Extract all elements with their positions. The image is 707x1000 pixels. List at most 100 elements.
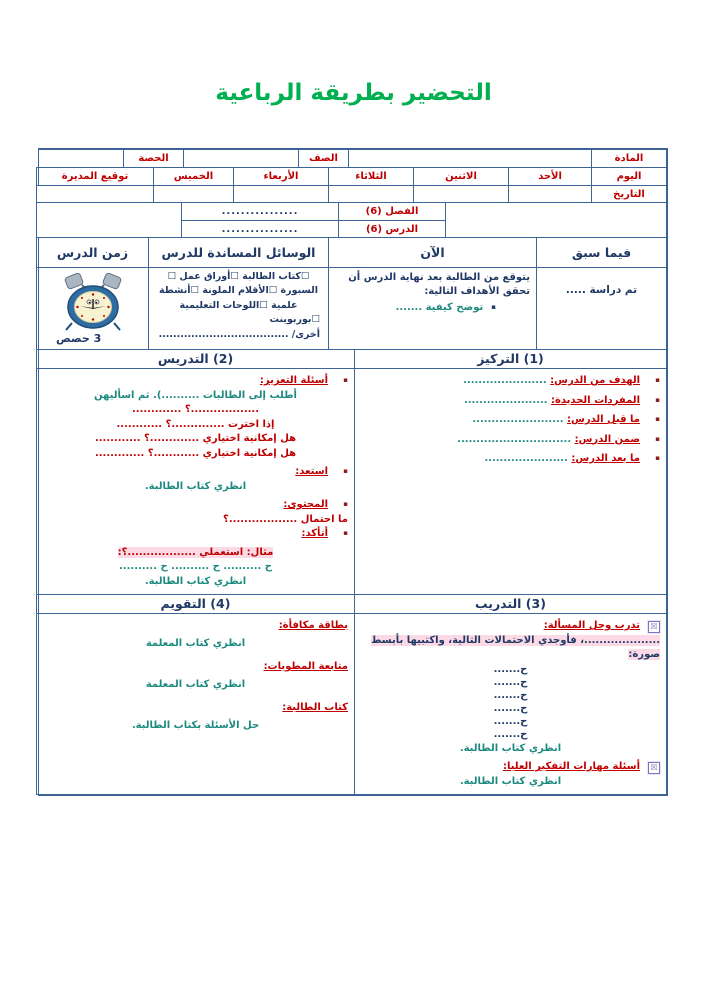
confirm-example: مثال: استعملي ..................؟: bbox=[117, 546, 274, 558]
chapter-value[interactable]: ................ bbox=[181, 202, 339, 221]
focus-item-label: المفردات الجديدة: bbox=[551, 394, 640, 406]
square-bullet-icon: ▪ bbox=[343, 467, 348, 475]
content-label-line: ▪ المحتوى: bbox=[43, 498, 348, 513]
square-bullet-icon: ▪ bbox=[655, 376, 660, 384]
solve-label: تدرب وحل المسألة: bbox=[543, 620, 640, 631]
chapter-lesson-table: الفصل (6) ................ الدرس (6) ...… bbox=[36, 202, 667, 238]
reinforce-question: إذا اخترت ..............؟ ............ bbox=[116, 418, 275, 430]
probability-option: ح....... bbox=[493, 689, 528, 701]
section-training-header: (3) التدريب bbox=[354, 594, 667, 614]
square-bullet-icon: ▪ bbox=[655, 434, 660, 443]
focus-item-label: ما بعد الدرس: bbox=[571, 453, 640, 464]
aids-checkbox-line[interactable]: علمية ☐اللوحات التعليمية bbox=[179, 299, 298, 311]
confirm-options: ح .......... ح .......... ح .......... bbox=[119, 561, 272, 572]
alarm-clock-icon bbox=[54, 272, 132, 334]
evaluation-block-label: كتاب الطالبة: bbox=[43, 701, 348, 716]
reinforce-question: هل إمكانية اختياري ............؟ .......… bbox=[94, 447, 297, 459]
content-text: ما احتمال ..................؟ bbox=[223, 513, 348, 525]
solve-label-line: ☒ تدرب وحل المسألة: bbox=[361, 619, 660, 634]
page-title: التحضير بطريقة الرباعية bbox=[215, 80, 492, 106]
solve-intro: ....................، فأوجدي الاحتمالات … bbox=[371, 634, 660, 660]
day-tuesday: الثلاثاء bbox=[328, 167, 414, 186]
date-input-monday[interactable] bbox=[413, 185, 509, 203]
aids-other-line[interactable]: أخرى/ ..................................… bbox=[158, 328, 320, 340]
chapter-side-blank-left bbox=[36, 202, 182, 238]
subject-input[interactable] bbox=[348, 149, 592, 168]
higher-thinking-label: أسئلة مهارات التفكير العليا: bbox=[502, 761, 640, 773]
time-content: 3 حصص bbox=[36, 267, 149, 350]
previous-content: تم دراسة ..... bbox=[536, 267, 667, 350]
focus-item-dots[interactable]: ...................... bbox=[484, 453, 568, 464]
training-evaluation-table: (3) التدريب (4) التقويم ☒ تدرب وحل المسأل… bbox=[36, 594, 667, 796]
reinforce-intro: أطلب إلى الطالبات ..........). ثم اسأليه… bbox=[94, 389, 297, 401]
evaluation-block-text: انظري كتاب المعلمة bbox=[145, 678, 246, 690]
class-label: الصف bbox=[298, 149, 349, 168]
focus-item-dots[interactable]: ...................... bbox=[463, 375, 547, 386]
day-label: اليوم bbox=[591, 167, 667, 186]
aids-content: ☐كتاب الطالبة ☐أوراق عمل ☐ السبورة ☐الأق… bbox=[148, 267, 329, 350]
reinforce-question: ..................؟ ............. bbox=[131, 404, 260, 415]
date-input-thursday[interactable] bbox=[153, 185, 234, 203]
now-intro: يتوقع من الطالبة بعد نهاية الدرس أن تحقق… bbox=[348, 272, 530, 297]
period-input[interactable] bbox=[38, 149, 124, 168]
focus-item: ▪ الهدف من الدرس: ...................... bbox=[361, 374, 660, 389]
focus-item-dots[interactable]: ........................ bbox=[472, 414, 564, 425]
section-focus-header: (1) التركيز bbox=[354, 349, 667, 369]
day-monday: الاثنين bbox=[413, 167, 509, 186]
focus-item-label: ضمن الدرس: bbox=[574, 433, 640, 445]
reinforce-label: أسئلة التعزيز: bbox=[259, 375, 328, 386]
teaching-content: ▪ أسئلة التعزيز: أطلب إلى الطالبات ......… bbox=[36, 368, 355, 595]
lesson-value[interactable]: ................ bbox=[181, 220, 339, 238]
signature-label: توقيع المديرة bbox=[36, 167, 154, 186]
focus-item: ▪ ما بعد الدرس: ...................... bbox=[361, 452, 660, 467]
period-label: الحصة bbox=[123, 149, 184, 168]
square-bullet-icon: ▪ bbox=[343, 376, 348, 384]
checked-box-icon[interactable]: ☒ bbox=[648, 762, 660, 775]
date-input-tuesday[interactable] bbox=[328, 185, 414, 203]
square-bullet-icon: ▪ bbox=[655, 454, 660, 462]
probability-option: ح....... bbox=[493, 676, 528, 688]
aids-checkbox-line[interactable]: ☐بوربوينت bbox=[269, 314, 320, 326]
info-table-row1: المادة الصف الحصة bbox=[38, 149, 667, 168]
solve-intro-line: ....................، فأوجدي الاحتمالات … bbox=[361, 634, 660, 663]
probability-option: ح....... bbox=[493, 729, 528, 741]
reward-card-label: بطاقة مكافأة: bbox=[278, 620, 348, 631]
focus-teaching-table: (1) التركيز (2) التدريس ▪ الهدف من الدرس:… bbox=[36, 349, 667, 595]
focus-item-label: ما قبل الدرس: bbox=[567, 414, 640, 425]
objective-text: توضح كيفية ....... bbox=[395, 302, 484, 313]
section-teaching-header: (2) التدريس bbox=[36, 349, 355, 369]
evaluation-block-text: حل الأسئلة بكتاب الطالبة. bbox=[131, 719, 260, 731]
confirm-label-line: ▪ أتأكد: bbox=[43, 527, 348, 542]
section-time-header: زمن الدرس bbox=[36, 237, 149, 268]
training-content: ☒ تدرب وحل المسألة: ....................،… bbox=[354, 612, 667, 796]
chapter-label: الفصل (6) bbox=[338, 202, 446, 221]
ready-label: استعد: bbox=[295, 466, 328, 477]
focus-item-dots[interactable]: .............................. bbox=[457, 433, 572, 445]
focus-item-label: الهدف من الدرس: bbox=[550, 375, 640, 386]
info-table-days: اليوم الأحد الاثنين الثلاثاء الأربعاء ال… bbox=[36, 167, 667, 203]
confirm-note: انظري كتاب الطالبة. bbox=[144, 575, 247, 587]
class-input[interactable] bbox=[183, 149, 299, 168]
evaluation-block-label: بطاقة مكافأة: bbox=[43, 619, 348, 634]
aids-checkbox-line[interactable]: ☐كتاب الطالبة ☐أوراق عمل ☐ bbox=[167, 271, 310, 282]
focus-item: ▪ ضمن الدرس: ............................… bbox=[361, 433, 660, 448]
day-sunday: الأحد bbox=[508, 167, 592, 186]
lesson-label: الدرس (6) bbox=[338, 220, 446, 238]
subject-label: المادة bbox=[591, 149, 667, 168]
square-bullet-icon: ▪ bbox=[343, 529, 348, 537]
probability-option: ح....... bbox=[493, 716, 528, 728]
context-table: فيما سبق الآن الوسائل المساندة للدرس زمن… bbox=[36, 237, 667, 350]
reinforce-label-line: ▪ أسئلة التعزيز: bbox=[43, 374, 348, 389]
aids-checkbox-line[interactable]: السبورة ☐الأقلام الملونة ☐أنشطة bbox=[159, 285, 318, 297]
focus-item-dots[interactable]: ...................... bbox=[463, 394, 548, 406]
probability-option: ح....... bbox=[493, 663, 528, 675]
date-input-sunday[interactable] bbox=[508, 185, 592, 203]
ready-text: انظري كتاب الطالبة. bbox=[144, 480, 247, 492]
objective-line: ▪ توضح كيفية ....... bbox=[335, 301, 496, 315]
lesson-duration: 3 حصص bbox=[56, 332, 102, 345]
signature-input[interactable] bbox=[36, 185, 154, 203]
checked-box-icon[interactable]: ☒ bbox=[648, 621, 660, 633]
section-evaluation-header: (4) التقويم bbox=[36, 594, 355, 614]
date-input-wednesday[interactable] bbox=[233, 185, 329, 203]
